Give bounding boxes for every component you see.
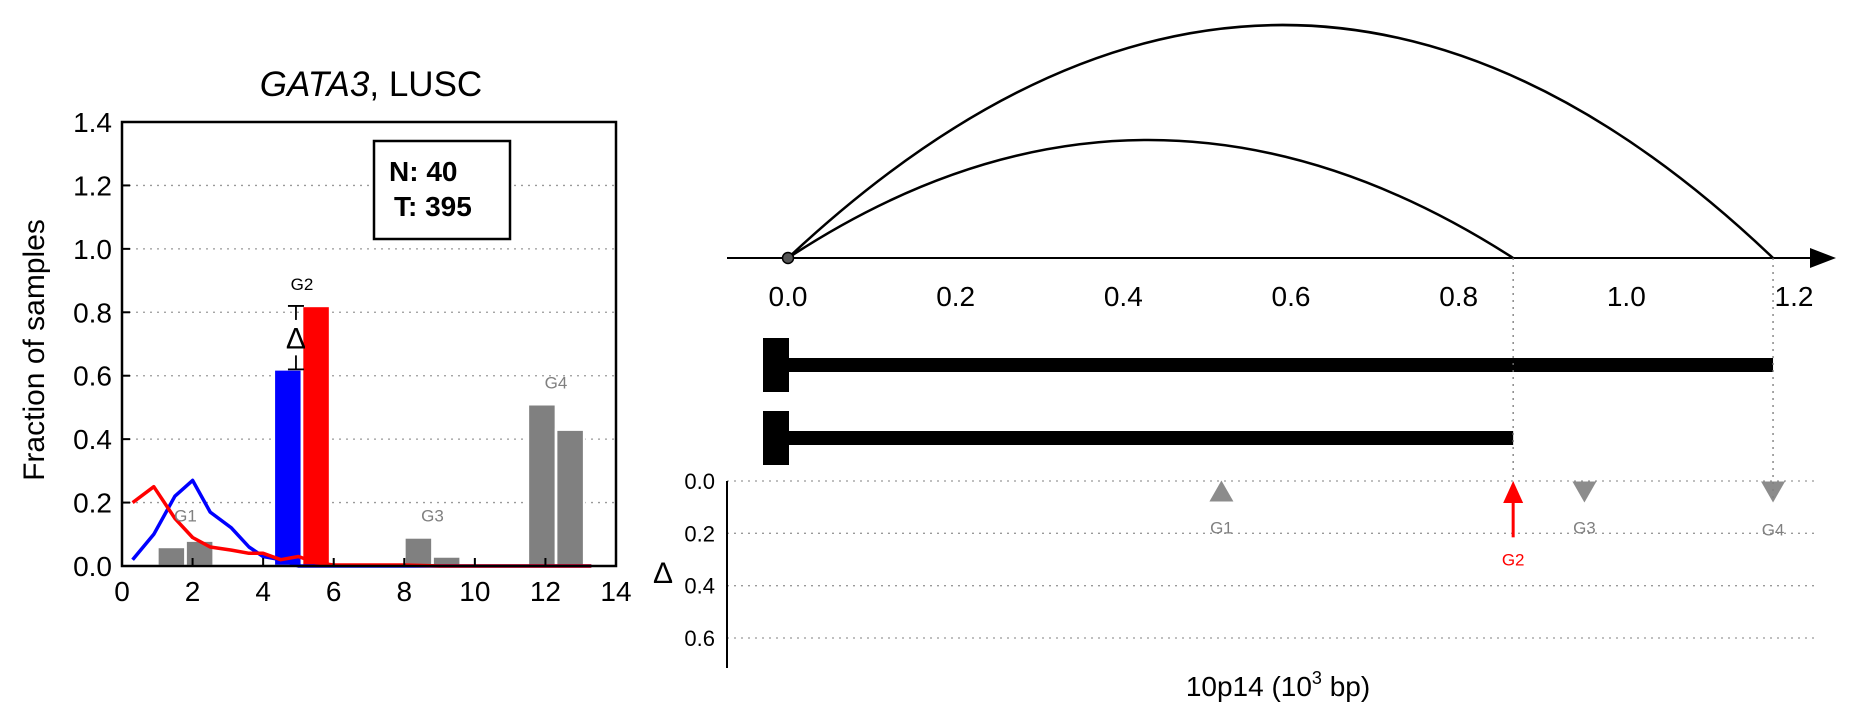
delta-error-bar	[287, 305, 304, 371]
bar	[300, 304, 332, 568]
title-rest: , LUSC	[369, 65, 482, 104]
genome-x-tick-label: 0.6	[1272, 281, 1311, 312]
arc	[787, 23, 1774, 259]
delta-arrow-head	[1503, 481, 1524, 503]
delta-marker-label: G2	[1502, 550, 1525, 569]
bar	[403, 536, 434, 568]
y-tick-label: 1.2	[73, 170, 112, 201]
delta-y-ticks: 0.0 0.2 0.4 0.6	[684, 469, 715, 651]
left-group-labels: G1 G2 G3 G4	[174, 275, 567, 526]
genome-x-tick-label: 0.8	[1439, 281, 1478, 312]
x-tick-label: 0	[114, 576, 130, 607]
genome-x-tick-label: 0.4	[1104, 281, 1143, 312]
delta-y-tick-label: 0.4	[684, 574, 715, 599]
counts-n: N: 40	[389, 156, 457, 187]
arcs	[787, 23, 1774, 260]
left-bar-chart: GATA3, LUSC Fraction of samples G1 G2 G3 G4…	[18, 65, 632, 607]
bar	[272, 368, 304, 568]
genome-x-tick-label: 1.2	[1775, 281, 1814, 312]
left-y-ticks: 0.0 0.2 0.4 0.6 0.8 1.0 1.2 1.4	[73, 107, 130, 582]
delta-panel: 0.0 0.2 0.4 0.6 Δ G1 G2 G3 G4	[653, 469, 1815, 668]
group-label: G4	[545, 373, 568, 392]
x-tick-label: 12	[530, 576, 561, 607]
delta-symbol-left: Δ	[286, 323, 306, 356]
xlabel-prefix: 10p14 (10	[1186, 671, 1312, 702]
delta-markers: G1 G2 G3 G4	[1209, 480, 1786, 569]
triangle-up-marker	[1209, 480, 1234, 502]
segment-cap	[763, 338, 789, 392]
xlabel-sup: 3	[1312, 668, 1322, 688]
counts-box: N: 40 T: 395	[372, 139, 512, 241]
x-tick-label: 8	[396, 576, 412, 607]
left-chart-title: GATA3, LUSC	[260, 65, 482, 104]
delta-marker-label: G1	[1210, 518, 1233, 537]
delta-marker-label: G4	[1762, 520, 1785, 539]
delta-y-tick-label: 0.6	[684, 626, 715, 651]
x-tick-label: 2	[185, 576, 201, 607]
genome-x-axis-label: 10p14 (103 bp)	[1186, 668, 1370, 702]
title-gene: GATA3	[260, 65, 370, 104]
genome-x-ticks: 0.0 0.2 0.4 0.6 0.8 1.0 1.2	[769, 281, 1814, 312]
y-tick-label: 0.0	[73, 551, 112, 582]
bar	[554, 428, 586, 568]
y-tick-label: 1.4	[73, 107, 112, 138]
genome-axis-arrowhead	[1810, 248, 1836, 268]
x-tick-label: 10	[459, 576, 490, 607]
counts-box-frame	[372, 139, 512, 241]
delta-axis-label: Δ	[653, 557, 673, 590]
vertical-guides	[1512, 258, 1774, 500]
origin-marker	[781, 251, 795, 265]
delta-marker-label: G3	[1573, 518, 1596, 537]
y-tick-label: 0.2	[73, 488, 112, 519]
left-bars	[156, 304, 586, 568]
y-tick-label: 0.4	[73, 424, 112, 455]
bar	[156, 545, 187, 568]
y-tick-label: 0.6	[73, 361, 112, 392]
left-x-ticks: 0 2 4 6 8 10 12 14	[114, 558, 632, 607]
group-label: G3	[421, 507, 444, 526]
segment-cap	[763, 411, 789, 465]
segment-bar	[788, 358, 1774, 372]
group-label: G2	[291, 275, 314, 294]
left-y-axis-label: Fraction of samples	[18, 219, 51, 481]
triangle-down-marker	[1761, 481, 1786, 503]
genome-x-tick-label: 0.2	[936, 281, 975, 312]
right-arc-diagram: 0.0 0.2 0.4 0.6 0.8 1.0 1.2 0.00.20.40.6 Δ G1G…	[653, 23, 1836, 702]
y-tick-label: 0.8	[73, 297, 112, 328]
triangle-down-marker	[1572, 481, 1597, 503]
genome-x-tick-label: 1.0	[1607, 281, 1646, 312]
group-label: G1	[174, 507, 197, 526]
bar	[184, 539, 215, 568]
arc	[787, 138, 1514, 260]
x-tick-label: 6	[326, 576, 342, 607]
delta-grid	[727, 480, 1815, 639]
counts-t: T: 395	[394, 191, 472, 222]
plot-frame	[120, 120, 618, 568]
segment-bar	[788, 431, 1514, 445]
y-tick-label: 1.0	[73, 234, 112, 265]
delta-y-tick-label: 0.0	[684, 469, 715, 494]
xlabel-suffix: bp)	[1322, 671, 1370, 702]
genome-x-tick-label: 0.0	[769, 281, 808, 312]
x-tick-label: 14	[600, 576, 631, 607]
delta-y-tick-label: 0.2	[684, 521, 715, 546]
x-tick-label: 4	[255, 576, 271, 607]
segments	[763, 338, 1774, 465]
left-grid	[122, 184, 616, 504]
bar	[526, 403, 558, 568]
